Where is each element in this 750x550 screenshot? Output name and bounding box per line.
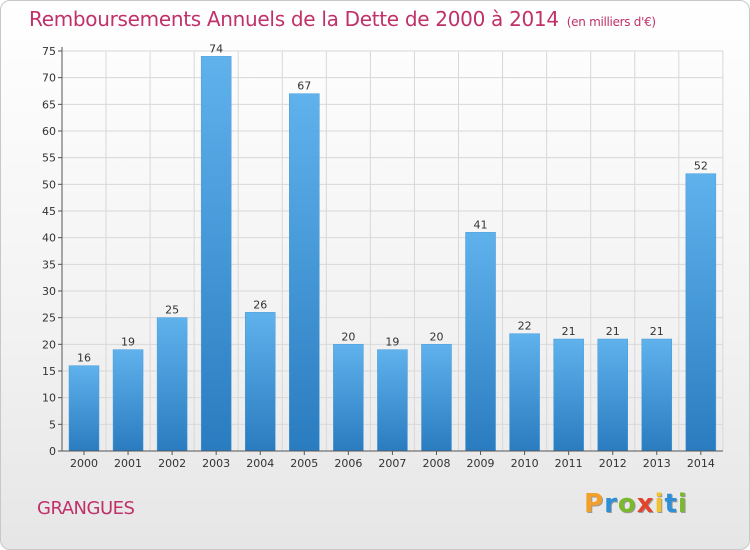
y-tick-label: 35 <box>42 258 56 271</box>
x-tick-label: 2014 <box>687 457 715 470</box>
y-tick-label: 0 <box>49 445 56 458</box>
data-label-2009: 41 <box>474 218 488 231</box>
x-tick-label: 2006 <box>334 457 362 470</box>
y-tick-label: 65 <box>42 98 56 111</box>
y-tick-label: 75 <box>42 45 56 58</box>
x-tick-label: 2002 <box>158 457 186 470</box>
bars <box>68 56 717 452</box>
x-tick-label: 2010 <box>511 457 539 470</box>
chart-title-text: Remboursements Annuels de la Dette de 20… <box>29 7 559 31</box>
x-tick-label: 2013 <box>643 457 671 470</box>
proxiti-logo: Proxiti <box>584 489 688 519</box>
logo-letter: i <box>654 489 665 519</box>
x-tick-label: 2003 <box>202 457 230 470</box>
y-tick-label: 45 <box>42 205 56 218</box>
bar-2006 <box>333 344 364 452</box>
y-tick-label: 20 <box>42 338 56 351</box>
bar-2014 <box>685 173 717 452</box>
data-label-2002: 25 <box>165 304 179 317</box>
y-tick-label: 50 <box>42 178 56 191</box>
x-tick-label: 2011 <box>555 457 583 470</box>
data-label-2012: 21 <box>606 325 620 338</box>
data-label-2000: 16 <box>77 352 91 365</box>
y-tick-label: 40 <box>42 232 56 245</box>
x-tick-label: 2000 <box>70 457 98 470</box>
bar-2012 <box>597 338 628 452</box>
y-tick-label: 5 <box>49 418 56 431</box>
bar-2002 <box>156 317 188 452</box>
bar-2008 <box>421 344 452 452</box>
x-tick-label: 2009 <box>467 457 495 470</box>
bar-2001 <box>112 349 144 452</box>
logo-letter: r <box>604 489 618 519</box>
bar-2009 <box>465 232 496 452</box>
y-tick-label: 25 <box>42 312 56 325</box>
y-tick-label: 30 <box>42 285 56 298</box>
data-label-2008: 20 <box>429 330 443 343</box>
x-tick-label: 2005 <box>290 457 318 470</box>
bar-2010 <box>509 333 540 452</box>
chart-title: Remboursements Annuels de la Dette de 20… <box>29 7 656 31</box>
x-tick-label: 2004 <box>246 457 274 470</box>
data-label-2007: 19 <box>385 336 399 349</box>
data-label-2006: 20 <box>341 330 355 343</box>
bar-2013 <box>641 338 673 452</box>
logo-letter: t <box>664 489 678 519</box>
data-labels: 16 19 25 74 26 67 20 19 20 41 22 21 21 21 52 <box>77 42 708 364</box>
bar-2007 <box>377 349 408 452</box>
data-label-2013: 21 <box>650 325 664 338</box>
bar-2004 <box>244 312 276 452</box>
y-tick-label: 10 <box>42 392 56 405</box>
logo-letter: i <box>677 489 688 519</box>
data-label-2004: 26 <box>253 298 267 311</box>
logo-letter: o <box>617 489 637 519</box>
bar-2000 <box>68 365 100 452</box>
data-label-2003: 74 <box>209 42 223 55</box>
y-tick-label: 70 <box>42 72 56 85</box>
x-tick-label: 2012 <box>599 457 627 470</box>
chart-subtitle: (en milliers d'€) <box>566 15 656 29</box>
location-label: GRANGUES <box>37 498 135 519</box>
logo-letter: x <box>636 489 655 519</box>
y-tick-label: 55 <box>42 152 56 165</box>
x-tick-label: 2008 <box>422 457 450 470</box>
x-tick-label: 2007 <box>378 457 406 470</box>
bar-2011 <box>553 338 584 452</box>
data-label-2005: 67 <box>297 80 311 93</box>
y-tick-label: 15 <box>42 365 56 378</box>
bar-2005 <box>289 93 320 452</box>
data-label-2010: 22 <box>518 320 532 333</box>
data-label-2001: 19 <box>121 336 135 349</box>
bar-2003 <box>200 56 232 452</box>
data-label-2011: 21 <box>562 325 576 338</box>
axes: 0 5 10 15 20 25 30 35 40 45 50 55 60 65 70 75 2000 2001 20… <box>42 45 723 470</box>
logo-letter: P <box>584 489 605 519</box>
data-label-2014: 52 <box>694 160 708 173</box>
x-tick-label: 2001 <box>114 457 142 470</box>
y-tick-label: 60 <box>42 125 56 138</box>
